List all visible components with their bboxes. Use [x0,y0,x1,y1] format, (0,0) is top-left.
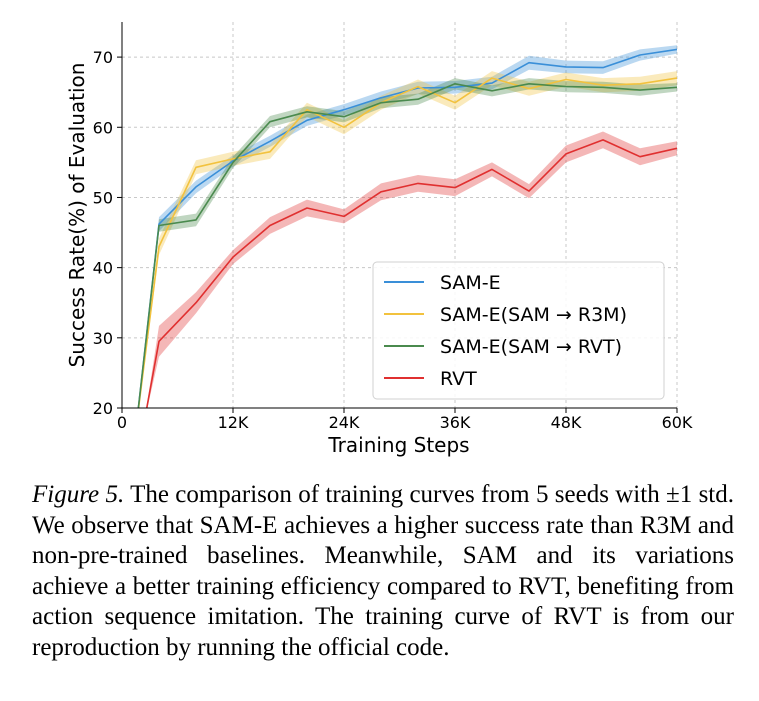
x-tick-label: 60K [662,413,693,432]
std-band-series-0 [138,45,677,408]
tick-labels: 0 12K 24K 36K 48K 60K 20 30 40 50 60 70 [93,48,693,432]
y-axis-label: Success Rate(%) of Evaluation [65,63,89,368]
legend-label: SAM-E(SAM → RVT) [440,336,622,358]
axes [117,22,678,413]
caption-label: Figure 5. [32,481,125,508]
training-curves-chart: 0 12K 24K 36K 48K 60K 20 30 40 50 60 70 Training St… [65,22,693,457]
std-band-series-1 [138,71,677,408]
legend-label: RVT [440,368,477,390]
x-tick-label: 0 [117,413,127,432]
series-lines [137,48,677,408]
x-tick-label: 48K [551,413,582,432]
x-tick-label: 12K [218,413,249,432]
legend-box [372,261,665,400]
caption-text: The comparison of training curves from 5… [32,481,734,661]
y-tick-label: 50 [93,188,113,207]
std-band-series-3 [146,131,677,408]
x-axis-label: Training Steps [327,433,469,457]
legend-label: SAM-E(SAM → R3M) [440,304,627,326]
y-tick-label: 40 [93,259,113,278]
x-tick-label: 36K [440,413,471,432]
line-series-0 [137,48,677,408]
y-tick-label: 30 [93,329,113,348]
std-bands [138,45,677,408]
line-series-3 [145,139,677,408]
y-tick-label: 70 [93,48,113,67]
line-series-2 [137,83,677,408]
legend-label: SAM-E [440,272,501,294]
figure-caption: Figure 5. The comparison of training cur… [32,480,734,663]
line-series-1 [137,77,677,408]
y-tick-label: 20 [93,399,113,418]
x-tick-label: 24K [329,413,360,432]
y-tick-label: 60 [93,118,113,137]
legend: SAM-E SAM-E(SAM → R3M) SAM-E(SAM → RVT) RVT [372,261,665,400]
